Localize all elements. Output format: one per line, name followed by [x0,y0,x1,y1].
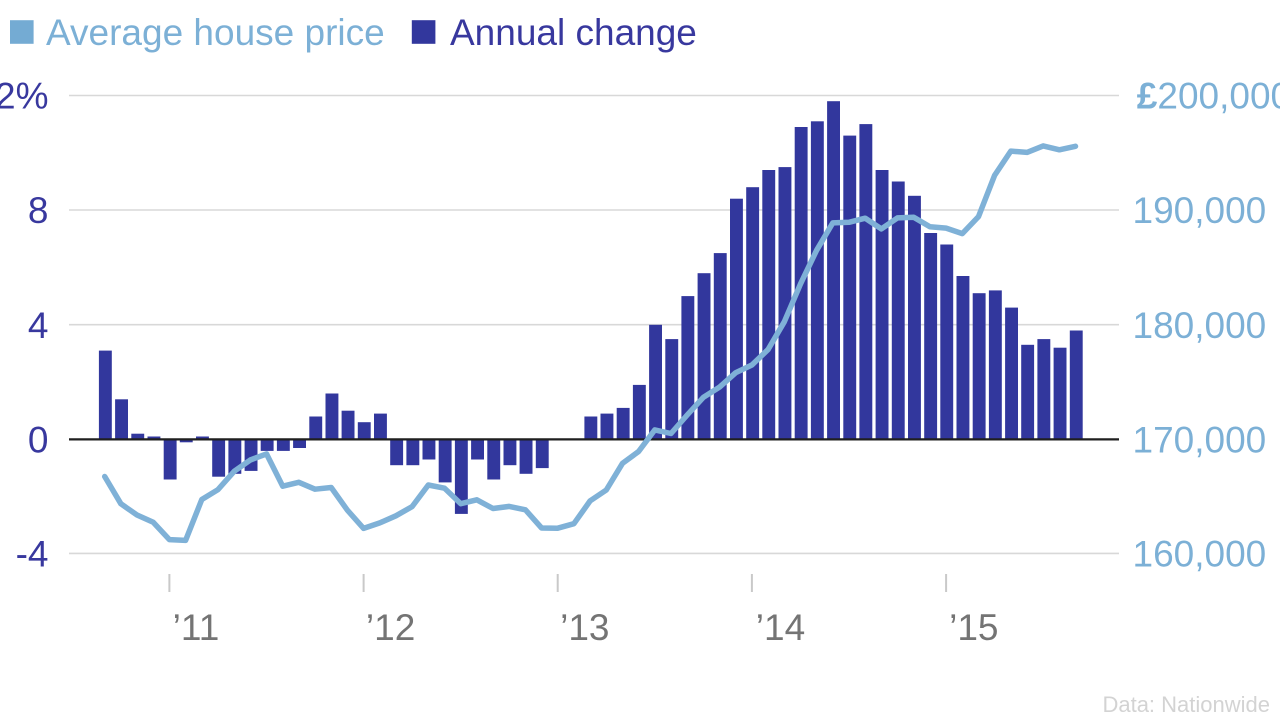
svg-text:8: 8 [28,190,49,231]
svg-text:’15: ’15 [949,607,998,648]
svg-text:160,000: 160,000 [1133,534,1267,575]
svg-text:Data: Nationwide: Data: Nationwide [1102,692,1270,717]
svg-text:’12: ’12 [366,607,415,648]
svg-text:’13: ’13 [560,607,609,648]
svg-text:0: 0 [28,420,49,461]
svg-text:’11: ’11 [173,607,220,648]
svg-text:190,000: 190,000 [1133,190,1267,231]
svg-text:180,000: 180,000 [1133,305,1267,346]
svg-text:Average house price: Average house price [46,12,385,53]
svg-text:170,000: 170,000 [1133,420,1267,461]
svg-text:Annual change: Annual change [450,12,697,53]
svg-text:£200,000: £200,000 [1137,76,1280,117]
svg-text:12%: 12% [0,76,49,117]
svg-text:’14: ’14 [756,607,805,648]
svg-text:4: 4 [28,305,49,346]
svg-text:-4: -4 [16,534,49,575]
